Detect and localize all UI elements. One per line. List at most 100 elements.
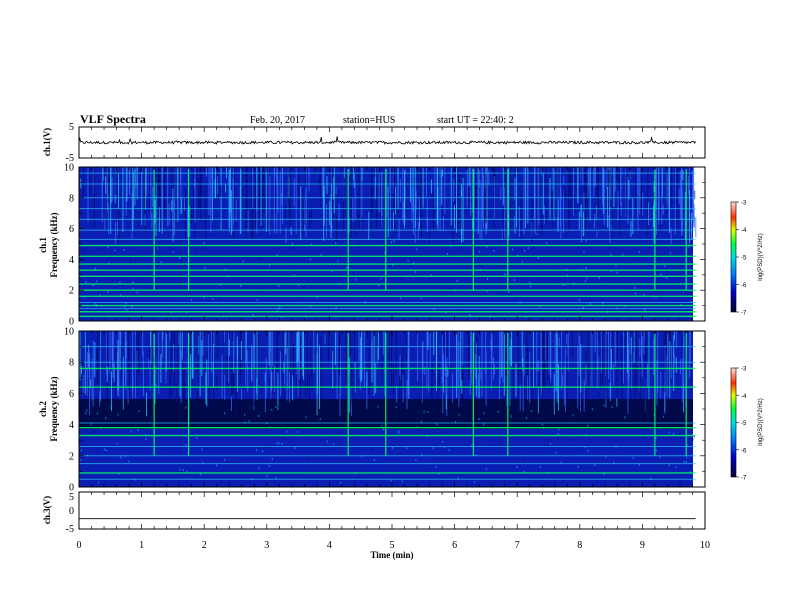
spectrogram-noise-dot — [144, 273, 146, 276]
spectrogram-noise-streak — [583, 379, 585, 412]
spectrogram-noise-streak — [142, 351, 144, 370]
spectrogram-noise-dot — [432, 447, 434, 450]
spectrogram-noise-dot — [240, 284, 242, 287]
spectrogram-noise-streak — [694, 190, 696, 200]
spectrogram-noise-dot — [569, 439, 571, 442]
spectrogram-noise-streak — [436, 331, 438, 378]
spectrogram-noise-streak — [401, 358, 402, 411]
spectrogram-noise-streak — [491, 331, 493, 364]
spectrogram-noise-dot — [558, 428, 560, 431]
spectrogram-noise-streak — [230, 190, 232, 235]
spectrogram-noise-streak — [374, 167, 376, 177]
spectrogram-noise-streak — [665, 331, 667, 396]
spectrogram-noise-streak — [171, 167, 172, 226]
spectrogram-noise-dot — [195, 249, 197, 252]
spectrogram-noise-streak — [256, 377, 258, 394]
spectrogram-noise-dot — [278, 285, 280, 288]
spectrogram-noise-dot — [664, 265, 666, 268]
spectrogram-noise-dot — [627, 262, 629, 265]
spectrogram-noise-streak — [660, 371, 662, 399]
spectrogram-noise-streak — [169, 340, 171, 395]
spectrogram-noise-dot — [154, 477, 156, 480]
spectrogram-noise-streak — [386, 167, 388, 218]
spectrogram-noise-streak — [106, 366, 108, 382]
spectrogram-noise-streak — [415, 190, 417, 211]
spectrogram-noise-streak — [252, 184, 254, 239]
spectrogram-noise-streak — [310, 337, 312, 376]
spectrogram-noise-streak — [263, 167, 265, 214]
spectrogram-noise-dot — [188, 296, 190, 299]
ch2-colorbar-label: log(PSD)(V^2/Hz) — [758, 398, 764, 446]
spectrogram-noise-streak — [92, 340, 94, 407]
spectrogram-noise-streak — [217, 176, 219, 195]
spectrogram-noise-dot — [246, 425, 248, 428]
spectrogram-noise-dot — [549, 313, 551, 316]
spectrogram-noise-streak — [272, 382, 274, 395]
spectrogram-noise-streak — [226, 167, 227, 179]
spectrogram-noise-dot — [290, 264, 293, 267]
spectrogram-noise-dot — [370, 449, 372, 452]
spectrogram-noise-streak — [120, 331, 122, 357]
spectrogram-noise-streak — [617, 190, 619, 221]
spectrogram-noise-dot — [442, 440, 444, 443]
spectrogram-noise-streak — [695, 217, 697, 238]
spectrogram-noise-streak — [298, 331, 300, 380]
spectrogram-noise-streak — [154, 200, 156, 224]
spectrogram-noise-dot — [511, 248, 514, 251]
spectrogram-noise-streak — [642, 192, 644, 216]
colorbar-tick-label: -7 — [741, 311, 747, 317]
spectrogram-noise-dot — [461, 260, 464, 263]
spectrogram-noise-dot — [131, 306, 133, 308]
spectrogram-noise-dot — [686, 444, 688, 447]
spectrogram-noise-streak — [118, 331, 120, 390]
spectrogram-noise-streak — [502, 331, 504, 383]
spectrogram-noise-dot — [655, 437, 657, 439]
spectrogram-noise-streak — [494, 364, 495, 375]
colorbar-tick-label: -7 — [741, 476, 747, 482]
spectrogram-noise-streak — [424, 366, 426, 375]
spectrogram-noise-streak — [368, 331, 370, 395]
spectrogram-noise-dot — [112, 256, 114, 259]
spectrogram-noise-dot — [474, 481, 476, 483]
spectrogram-noise-dot — [458, 413, 460, 416]
spectrogram-noise-streak — [290, 227, 292, 236]
spectrogram-noise-streak — [206, 359, 208, 407]
spectrogram-noise-dot — [414, 270, 416, 273]
spectrogram-noise-dot — [560, 461, 562, 464]
spectrogram-noise-dot — [85, 412, 87, 415]
spectrogram-noise-dot — [638, 251, 640, 254]
spectrogram-noise-streak — [245, 168, 247, 236]
spectrogram-noise-streak — [536, 167, 538, 233]
spectrogram-noise-streak — [578, 211, 580, 230]
spectrogram-noise-streak — [233, 376, 235, 395]
spectrogram-noise-dot — [448, 448, 450, 451]
spectrogram-noise-streak — [108, 193, 110, 234]
spectrogram-noise-streak — [554, 331, 556, 392]
spectrogram-noise-streak — [557, 216, 559, 231]
spectrogram-noise-streak — [180, 167, 182, 215]
spectrogram-noise-streak — [648, 202, 650, 226]
spectrogram-noise-streak — [676, 167, 678, 184]
spectrogram-noise-streak — [354, 219, 356, 235]
spectrogram-noise-streak — [693, 203, 695, 227]
spectrogram-noise-dot — [623, 407, 625, 410]
spectrogram-noise-streak — [509, 167, 511, 232]
spectrogram-noise-dot — [224, 268, 226, 271]
spectrogram-noise-streak — [192, 331, 194, 379]
ch2-spectrogram-ylabel-frequency: Frequency (kHz) — [49, 376, 59, 441]
spectrogram-noise-dot — [582, 306, 584, 309]
spectrogram-noise-dot — [427, 252, 430, 255]
spectrogram-noise-streak — [135, 334, 137, 387]
spectrogram-noise-dot — [360, 280, 363, 283]
spectrogram-noise-streak — [602, 167, 604, 214]
spectrogram-noise-dot — [340, 481, 342, 484]
spectrogram-noise-dot — [297, 430, 299, 433]
spectrogram-noise-dot — [108, 262, 110, 265]
spectrogram-noise-dot — [358, 475, 360, 478]
spectrogram-noise-streak — [368, 211, 370, 240]
spectrogram-noise-dot — [202, 247, 204, 250]
spectrogram-noise-dot — [533, 307, 536, 309]
spectrogram-noise-streak — [378, 173, 380, 213]
spectrogram-noise-streak — [562, 187, 564, 197]
spectrogram-noise-streak — [250, 167, 252, 234]
